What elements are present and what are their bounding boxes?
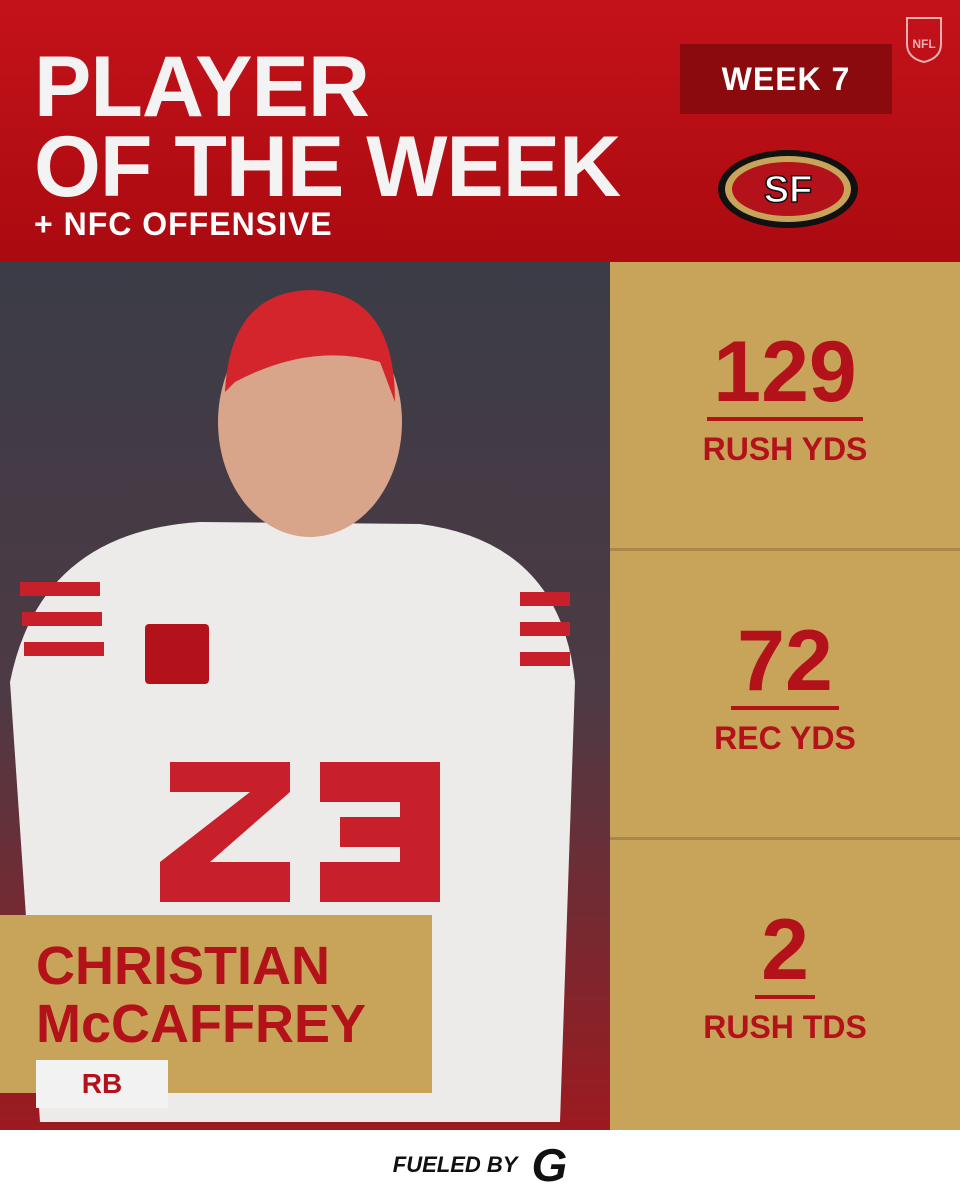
header: PLAYER OF THE WEEK + NFC OFFENSIVE WEEK … [0,0,960,262]
stat-value: 129 [707,329,863,422]
sponsor-mark: G [531,1139,568,1191]
stats-panel: 129 RUSH YDS 72 REC YDS 2 RUSH TDS [610,262,960,1130]
league-logo: NFL [906,17,942,64]
player-photo [0,262,610,1130]
footer-text: FUELED BY [392,1152,518,1177]
player-name: McCAFFREY [36,994,367,1054]
league-logo-text: NFL [912,37,935,51]
player-name: CHRISTIAN [36,936,330,996]
week-badge: WEEK 7 [680,44,892,114]
stat-block: 72 REC YDS [610,551,960,840]
title-line: OF THE WEEK [34,119,621,215]
subtitle: + NFC OFFENSIVE [34,206,333,242]
stat-label: REC YDS [714,720,856,757]
stat-block: 129 RUSH YDS [610,262,960,551]
position-badge: RB [36,1060,168,1108]
footer: FUELED BY G [0,1130,960,1200]
name-box: CHRISTIAN McCAFFREY [0,915,432,1093]
stat-block: 2 RUSH TDS [610,840,960,1129]
title-line: PLAYER [34,39,370,135]
stat-label: RUSH YDS [702,431,868,468]
team-logo: SF [718,150,858,228]
stat-value: 72 [731,618,839,711]
team-logo-text: SF [764,169,813,211]
stat-label: RUSH TDS [703,1009,867,1046]
stat-value: 2 [755,907,815,1000]
